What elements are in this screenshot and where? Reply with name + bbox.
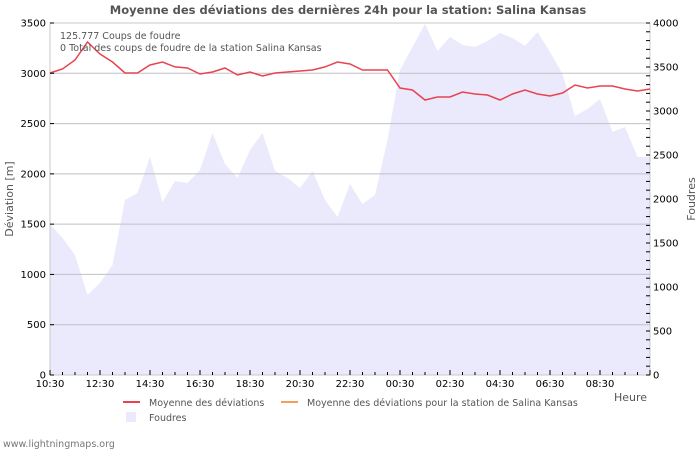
svg-text:3000: 3000 bbox=[653, 107, 678, 118]
svg-text:2500: 2500 bbox=[653, 151, 678, 162]
svg-text:14:30: 14:30 bbox=[136, 379, 165, 390]
svg-text:3500: 3500 bbox=[21, 19, 46, 30]
svg-text:06:30: 06:30 bbox=[536, 379, 565, 390]
left-axis: 0 500 1000 1500 2000 2500 3000 3500 bbox=[21, 19, 54, 382]
svg-text:16:30: 16:30 bbox=[186, 379, 215, 390]
legend-lightning-swatch bbox=[126, 412, 136, 422]
svg-text:2500: 2500 bbox=[21, 119, 46, 130]
svg-text:0: 0 bbox=[40, 371, 46, 382]
svg-text:2000: 2000 bbox=[653, 195, 678, 206]
info-station-total: 0 Total des coups de foudre de la statio… bbox=[60, 43, 322, 54]
info-strike-count: 125.777 Coups de foudre bbox=[60, 31, 181, 42]
svg-text:12:30: 12:30 bbox=[86, 379, 115, 390]
svg-text:1500: 1500 bbox=[653, 239, 678, 250]
svg-text:02:30: 02:30 bbox=[436, 379, 465, 390]
x-axis: 10:30 12:30 14:30 16:30 18:30 20:30 22:30 00:30… bbox=[36, 370, 651, 390]
svg-text:1500: 1500 bbox=[21, 220, 46, 231]
legend-deviation-label: Moyenne des déviations bbox=[149, 398, 264, 409]
lightning-area bbox=[50, 24, 650, 375]
chart-title: Moyenne des déviations des dernières 24h… bbox=[110, 3, 587, 17]
deviation-line bbox=[49, 40, 651, 101]
svg-text:1000: 1000 bbox=[653, 283, 678, 294]
legend-lightning-label: Foudres bbox=[149, 413, 187, 424]
legend-station-label: Moyenne des déviations pour la station d… bbox=[307, 398, 578, 409]
svg-text:22:30: 22:30 bbox=[336, 379, 365, 390]
right-axis: 0 500 1000 1500 2000 2500 3000 3500 4000 bbox=[646, 19, 678, 382]
svg-text:00:30: 00:30 bbox=[386, 379, 415, 390]
svg-text:0: 0 bbox=[653, 371, 659, 382]
svg-text:08:30: 08:30 bbox=[586, 379, 615, 390]
svg-text:500: 500 bbox=[653, 327, 672, 338]
svg-text:10:30: 10:30 bbox=[36, 379, 65, 390]
svg-text:2000: 2000 bbox=[21, 169, 46, 180]
svg-text:4000: 4000 bbox=[653, 19, 678, 30]
svg-text:500: 500 bbox=[27, 320, 46, 331]
left-axis-title: Déviation [m] bbox=[3, 161, 16, 236]
svg-text:3500: 3500 bbox=[653, 63, 678, 74]
legend: Moyenne des déviations Moyenne des dévia… bbox=[123, 398, 578, 424]
grid-lines bbox=[50, 72, 650, 326]
footer-site: www.lightningmaps.org bbox=[3, 439, 115, 450]
svg-text:20:30: 20:30 bbox=[286, 379, 315, 390]
svg-text:18:30: 18:30 bbox=[236, 379, 265, 390]
svg-text:04:30: 04:30 bbox=[486, 379, 515, 390]
right-axis-title: Foudres bbox=[685, 177, 698, 221]
svg-text:1000: 1000 bbox=[21, 270, 46, 281]
svg-text:3000: 3000 bbox=[21, 69, 46, 80]
x-axis-title: Heure bbox=[614, 391, 647, 404]
